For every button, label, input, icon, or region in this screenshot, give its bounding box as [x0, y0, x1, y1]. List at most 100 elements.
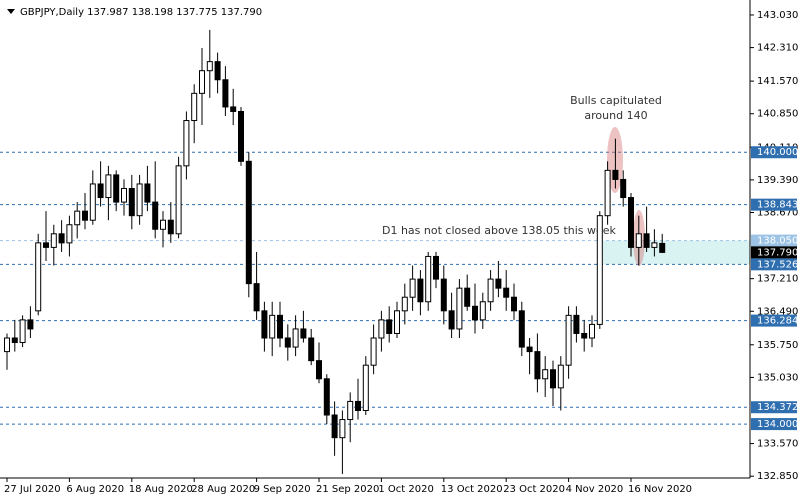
x-tick-label: 9 Sep 2020 [254, 484, 311, 495]
candle-body [511, 296, 517, 312]
candle-body [160, 219, 166, 230]
chart-title: GBPJPY,Daily 137.987 138.198 137.775 137… [20, 7, 262, 18]
x-tick-label: 1 Oct 2020 [378, 484, 433, 495]
level-label: 134.000 [757, 419, 798, 430]
candle-body [284, 337, 291, 348]
candle-body [43, 242, 49, 248]
candle-body [238, 110, 244, 162]
candle-body [612, 169, 619, 180]
candle-body [277, 314, 283, 339]
candle-body [487, 278, 494, 303]
candle-body [339, 419, 346, 439]
level-label: 136.284 [757, 316, 798, 327]
candle-body [206, 61, 213, 72]
x-tick-label: 4 Nov 2020 [566, 484, 624, 495]
candle-body [105, 174, 112, 199]
y-tick-label: 133.570 [757, 439, 798, 450]
candle-body [331, 414, 338, 439]
candle-body [4, 337, 10, 353]
x-tick-label: 16 Nov 2020 [628, 484, 692, 495]
candle-body [66, 224, 73, 244]
candle-body [50, 233, 57, 248]
level-label: 137.526 [757, 259, 798, 270]
y-tick-label: 136.490 [757, 306, 798, 317]
candle-body [89, 183, 96, 221]
candle-body [19, 319, 26, 344]
level-tag [751, 198, 797, 211]
candle-body [323, 378, 330, 416]
candle-body [479, 301, 486, 321]
candle-body [659, 242, 666, 253]
candle-body [635, 233, 642, 248]
candle-body [550, 369, 556, 389]
candle-body [74, 210, 81, 226]
candle-body [557, 364, 564, 389]
candle-body [253, 283, 260, 312]
candle-body [230, 106, 237, 112]
candle-body [409, 278, 416, 298]
candle-body [82, 210, 88, 221]
x-tick-label: 28 Aug 2020 [191, 484, 255, 495]
candle-body [11, 337, 18, 344]
candle-body [113, 174, 120, 203]
level-tag [751, 234, 797, 247]
candle-body [347, 400, 354, 421]
x-tick-label: 18 Aug 2020 [129, 484, 193, 495]
candle-body [620, 178, 627, 199]
candle-body [35, 242, 42, 312]
candle-body [136, 183, 143, 217]
candle-body [565, 314, 572, 366]
x-tick-label: 21 Sep 2020 [316, 484, 379, 495]
candle-body [152, 201, 159, 230]
candle-body [596, 215, 603, 325]
candle-body [542, 369, 549, 380]
candle-body [651, 242, 658, 248]
candle-body [121, 187, 127, 203]
level-tag [751, 314, 797, 327]
zone-layer [0, 151, 750, 425]
candle-body [425, 255, 432, 303]
candle-body [581, 332, 588, 339]
candle-body [222, 79, 229, 108]
x-tick-label: 23 Oct 2020 [503, 484, 565, 495]
candle-body [401, 296, 408, 312]
y-tick-label: 137.210 [757, 274, 798, 285]
y-tick-label: 138.670 [757, 208, 798, 219]
candle-body [269, 314, 276, 339]
level-label: 134.372 [757, 402, 798, 413]
y-tick-label: 143.030 [757, 10, 798, 21]
candle-body [27, 319, 34, 330]
candle-body [518, 310, 525, 348]
x-tick-label: 6 Aug 2020 [66, 484, 124, 495]
candle-body [573, 314, 580, 334]
y-tick-label: 142.310 [757, 43, 798, 54]
candle-body [394, 310, 400, 334]
y-tick-label: 135.750 [757, 340, 798, 351]
candle-body [214, 61, 221, 81]
level-tag [751, 401, 797, 414]
price-tag [751, 246, 797, 259]
candle-body [370, 337, 377, 366]
candle-body [144, 183, 151, 203]
candle-body [308, 337, 315, 362]
y-tick-label: 140.850 [757, 109, 798, 120]
candle-body [628, 197, 634, 248]
zone [603, 240, 750, 265]
candle-body [300, 328, 307, 339]
annotation: D1 has not closed above 138.05 this week [382, 224, 617, 237]
candle-body [534, 351, 541, 380]
y-tick-label: 141.570 [757, 76, 798, 87]
level-label: 140.000 [757, 147, 798, 158]
candle-body [440, 278, 447, 312]
level-tag [751, 258, 797, 271]
candle-body [448, 310, 455, 330]
candle-body [199, 70, 205, 94]
candle-body [128, 187, 135, 217]
candle-body [316, 360, 322, 380]
candle-body [456, 287, 463, 330]
collapse-icon[interactable] [7, 9, 15, 14]
candle-body [386, 319, 393, 334]
candle-body [362, 364, 369, 411]
x-tick-label: 13 Oct 2020 [441, 484, 503, 495]
candle-body [58, 233, 65, 244]
